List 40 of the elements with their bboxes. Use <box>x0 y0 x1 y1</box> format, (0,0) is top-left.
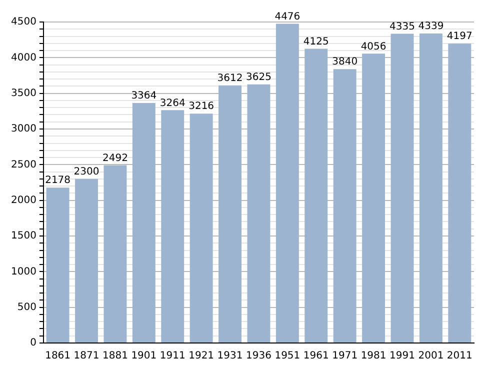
x-tick-label: 1991 <box>390 350 415 362</box>
y-tick-label: 0 <box>30 338 36 349</box>
y-tick-label: 1000 <box>10 266 36 278</box>
y-tick-label: 4500 <box>10 16 36 28</box>
data-label: 2492 <box>102 152 128 164</box>
data-label: 4056 <box>360 41 386 52</box>
x-tick-label: 1881 <box>102 350 128 362</box>
x-tick-label: 1981 <box>360 350 386 362</box>
data-label: 3840 <box>332 56 358 68</box>
x-tick-label: 1971 <box>332 350 358 362</box>
y-tick-label: 4000 <box>10 52 36 64</box>
x-tick-label: 1911 <box>160 350 186 362</box>
x-tick-label: 1871 <box>74 350 100 362</box>
y-tick-label: 3000 <box>10 124 36 135</box>
data-label: 4339 <box>418 21 444 32</box>
data-label: 4335 <box>390 21 415 32</box>
data-label: 3625 <box>246 72 272 84</box>
y-tick-label: 2500 <box>10 159 36 170</box>
data-label: 4125 <box>303 36 329 48</box>
data-label: 3364 <box>131 90 157 102</box>
data-label: 2300 <box>74 166 100 178</box>
x-tick-label: 2001 <box>418 350 444 362</box>
x-tick-label: 1921 <box>188 350 214 362</box>
y-tick-label: 2000 <box>10 194 36 206</box>
x-tick-label: 1936 <box>246 350 272 362</box>
data-label: 3264 <box>160 98 186 109</box>
y-tick-label: 500 <box>17 302 36 313</box>
data-label: 4476 <box>274 11 300 22</box>
x-tick-label: 2011 <box>446 350 472 362</box>
data-label: 4197 <box>446 31 472 42</box>
x-tick-label: 1961 <box>303 350 329 362</box>
x-tick-label: 1951 <box>274 350 300 362</box>
x-tick-label: 1931 <box>217 350 243 362</box>
data-label: 3612 <box>217 72 243 84</box>
data-label: 3216 <box>188 101 214 112</box>
x-tick-label: 1861 <box>45 350 71 362</box>
data-label: 2178 <box>45 175 71 186</box>
y-tick-label: 1500 <box>10 230 36 242</box>
x-tick-label: 1901 <box>131 350 157 362</box>
y-tick-label: 3500 <box>10 88 36 99</box>
